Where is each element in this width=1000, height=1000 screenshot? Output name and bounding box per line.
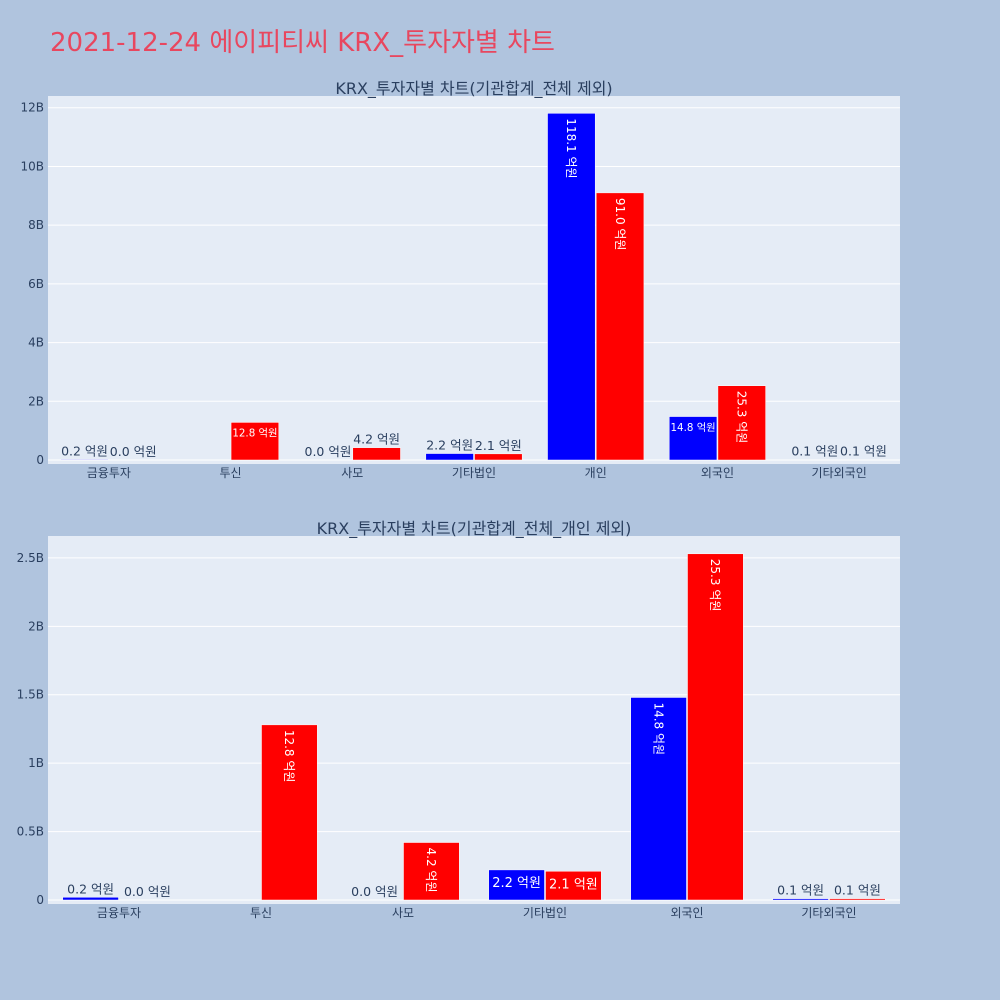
bar [630,697,687,901]
y-tick-label: 10B [20,159,44,173]
x-tick-label: 금융투자 [87,466,131,480]
page-title: 2021-12-24 에이피티씨 KRX_투자자별 차트 [50,28,555,58]
bar [403,842,460,901]
y-tick-label: 12B [20,101,44,115]
y-tick-label: 2.5B [17,551,44,565]
chart-title: KRX_투자자별 차트(기관합계_전체 제외) [335,79,612,99]
bar [60,459,109,461]
bar-value-label: 2.2 억원 [426,438,473,453]
bar [547,113,596,461]
bar-value-label: 4.2 억원 [353,432,400,447]
bar-value-label: 0.0 억원 [305,444,352,459]
bar-value-label: 14.8 억원 [671,422,716,434]
bar [425,453,474,461]
bar-value-label: 12.8 억원 [282,730,296,783]
bar [717,385,766,461]
bar [595,192,645,461]
bar [545,871,602,901]
y-tick-label: 0.5B [17,825,44,839]
bar-value-label: 2.1 억원 [475,438,522,453]
x-tick-label: 투신 [250,906,272,920]
x-tick-label: 투신 [220,466,242,480]
y-tick-label: 8B [28,218,44,232]
bar [772,898,829,901]
bar-value-label: 2.2 억원 [492,876,541,891]
y-tick-label: 4B [28,336,44,350]
bar-value-label: 25.3 억원 [708,559,722,612]
plot-area [48,536,900,904]
plot-area [48,96,900,464]
x-tick-label: 금융투자 [97,906,141,920]
bar [488,869,545,901]
x-tick-label: 사모 [341,466,363,480]
y-tick-label: 2B [28,394,44,408]
bar [352,447,401,461]
bar-value-label: 91.0 억원 [613,198,627,251]
x-tick-label: 외국인 [670,906,703,920]
bar-value-label: 0.1 억원 [834,883,881,898]
bar [230,422,280,461]
bar-value-label: 0.0 억원 [351,884,398,899]
chart-title: KRX_투자자별 차트(기관합계_전체_개인 제외) [317,519,632,539]
chart-bottom: KRX_투자자별 차트(기관합계_전체_개인 제외) 0 0.5B 1B 1.5B 2B 2… [17,519,900,920]
bar [687,553,744,901]
x-tick-label: 기타외국인 [801,906,856,920]
x-tick-label: 사모 [392,906,414,920]
bar-value-label: 0.0 억원 [110,444,157,459]
bar-value-label: 118.1 억원 [564,118,578,178]
bar [829,898,886,901]
bar-value-label: 25.3 억원 [735,391,749,444]
bar [62,897,119,901]
bar [261,724,318,901]
bar-value-label: 0.2 억원 [61,443,108,458]
bar-value-label: 4.2 억원 [424,848,438,893]
chart-top: KRX_투자자별 차트(기관합계_전체 제외) 0 2B 4B 6B 8B 10B 12B 금융… [20,79,900,480]
x-tick-label: 기타외국인 [812,466,867,480]
y-tick-label: 0 [36,453,44,467]
bar-value-label: 0.1 억원 [777,883,824,898]
y-tick-label: 0 [36,893,44,907]
bar-value-label: 0.1 억원 [840,444,887,459]
bar-value-label: 0.2 억원 [67,881,114,896]
bar [474,453,523,461]
x-tick-label: 기타법인 [452,466,496,480]
y-tick-label: 6B [28,277,44,291]
bar [668,416,718,461]
y-tick-label: 1.5B [17,688,44,702]
bar-value-label: 14.8 억원 [651,702,665,755]
x-tick-label: 외국인 [701,466,734,480]
y-tick-label: 1B [28,756,44,770]
bar-value-label: 2.1 억원 [549,877,598,892]
bar-value-label: 12.8 억원 [232,428,277,440]
y-tick-label: 2B [28,619,44,633]
x-tick-label: 기타법인 [523,906,567,920]
bar-value-label: 0.1 억원 [791,444,838,459]
bar-value-label: 0.0 억원 [124,884,171,899]
x-tick-label: 개인 [585,466,607,480]
